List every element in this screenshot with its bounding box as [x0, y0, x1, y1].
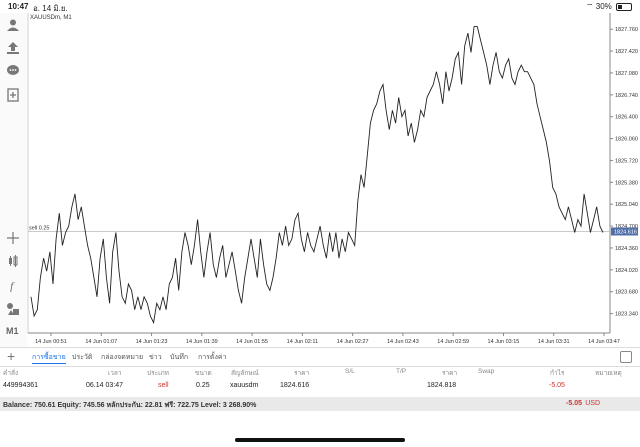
price-tick-label: 1826.740 [615, 93, 638, 99]
time-tick-label: 14 Jun 01:07 [85, 339, 117, 345]
time-tick-label: 14 Jun 02:27 [337, 339, 369, 345]
price-tick-label: 1824.360 [615, 246, 638, 252]
total-profit: -5.05 [566, 400, 582, 407]
battery-percent: 30% [595, 2, 612, 11]
status-bar: 10:47 อ. 14 มิ.ย. ⌔ 30% [0, 0, 640, 13]
row-open-price: 1824.616 [280, 382, 310, 389]
col-sl: S/L [345, 368, 355, 375]
time-axis-ticks: 14 Jun 00:51 14 Jun 01:07 14 Jun 01:23 14 J… [35, 333, 620, 345]
status-date: อ. 14 มิ.ย. [33, 4, 68, 13]
row-time: 06.14 03:47 [86, 382, 123, 389]
upload-share-icon[interactable] [5, 40, 21, 56]
time-tick-label: 14 Jun 01:55 [236, 339, 268, 345]
profile-icon[interactable] [5, 17, 21, 33]
time-tick-label: 14 Jun 02:11 [287, 339, 318, 345]
time-tick-label: 14 Jun 03:31 [538, 339, 570, 345]
current-price-tag: 1824.616 [611, 227, 638, 236]
price-tick-label: 1823.340 [615, 312, 638, 318]
home-indicator [235, 438, 405, 442]
row-profit: -5.05 [549, 382, 565, 389]
row-current-price: 1824.818 [427, 382, 457, 389]
tab-journal[interactable]: บันทึก [170, 354, 189, 361]
price-tick-label: 1823.680 [615, 290, 638, 296]
panel-toggle-icon[interactable] [620, 351, 632, 363]
add-document-icon[interactable] [5, 87, 21, 103]
objects-icon[interactable] [5, 301, 21, 317]
col-current-price: ราคา [442, 370, 458, 377]
time-tick-label: 14 Jun 01:39 [186, 339, 218, 345]
balance-summary: Balance: 750.61 Equity: 745.56 หลักประกั… [3, 402, 257, 409]
col-symbol: สัญลักษณ์ [231, 370, 259, 377]
add-tab-plus-icon[interactable]: + [7, 348, 16, 364]
price-chart[interactable]: 1827.760 1827.420 1827.080 1826.740 1826.400… [27, 13, 640, 347]
col-type: ประเภท [147, 370, 169, 377]
col-tp: T/P [396, 368, 407, 375]
col-time: เวลา [108, 370, 122, 377]
price-tick-label: 1825.040 [615, 202, 638, 208]
price-axis-ticks: 1827.760 1827.420 1827.080 1826.740 1826.400… [610, 27, 638, 318]
price-tag-box [611, 227, 638, 236]
svg-text:f: f [10, 279, 15, 292]
status-right: ⌔ 30% [586, 2, 632, 12]
price-tick-label: 1827.420 [615, 49, 638, 55]
row-order: 449994361 [3, 382, 39, 389]
candles-icon[interactable] [5, 253, 21, 269]
status-time: 10:47 [8, 2, 29, 11]
profit-currency: USD [585, 400, 600, 407]
col-order: คำสั่ง [3, 370, 19, 377]
col-comment: หมายเหตุ [595, 370, 622, 377]
left-toolbar: f M1 [0, 13, 28, 347]
price-tick-label: 1826.400 [615, 115, 638, 121]
price-tick-label: 1827.080 [615, 71, 638, 77]
time-tick-label: 14 Jun 03:47 [588, 339, 620, 345]
row-symbol: xauusdm [230, 382, 259, 389]
tab-history[interactable]: ประวัติ [72, 354, 93, 361]
trade-table-header: คำสั่ง เวลา ประเภท ขนาด สัญลักษณ์ ราคา S… [0, 365, 640, 379]
time-tick-label: 14 Jun 01:23 [136, 339, 168, 345]
chat-icon[interactable] [5, 63, 21, 79]
terminal-tabbar: + การซื้อขาย ประวัติ กล่องจดหมาย ข่าว บั… [0, 347, 640, 367]
tab-trade[interactable]: การซื้อขาย [32, 352, 66, 364]
chart-svg[interactable]: 1827.760 1827.420 1827.080 1826.740 1826.400… [27, 13, 640, 347]
price-line-series [30, 26, 604, 325]
price-tick-label: 1825.720 [615, 158, 638, 164]
function-icon[interactable]: f [5, 277, 21, 293]
balance-bar: Balance: 750.61 Equity: 745.56 หลักประกั… [0, 397, 640, 411]
tab-news[interactable]: ข่าว [149, 354, 162, 361]
battery-icon [616, 2, 632, 11]
timeframe-label[interactable]: M1 [6, 326, 19, 336]
time-tick-label: 14 Jun 03:15 [488, 339, 520, 345]
time-tick-label: 14 Jun 02:59 [437, 339, 469, 345]
price-tick-label: 1824.700 [615, 224, 638, 230]
price-tick-label: 1825.380 [615, 180, 638, 186]
wifi-icon: ⌔ [585, 2, 594, 11]
col-price: ราคา [294, 370, 310, 377]
position-line-label: sell 0.25 [29, 225, 50, 231]
trade-row[interactable]: 449994361 06.14 03:47 sell 0.25 xauusdm … [0, 379, 640, 395]
time-tick-label: 14 Jun 02:43 [387, 339, 419, 345]
col-profit: กำไร [550, 370, 565, 377]
tab-mailbox[interactable]: กล่องจดหมาย [101, 354, 144, 361]
time-tick-label: 14 Jun 00:51 [35, 339, 67, 345]
col-size: ขนาด [195, 370, 212, 377]
price-tick-label: 1826.060 [615, 137, 638, 143]
col-swap: Swap [478, 368, 495, 375]
row-type: sell [158, 382, 169, 389]
tab-settings[interactable]: การตั้งค่า [198, 354, 227, 361]
price-tick-label: 1827.760 [615, 27, 638, 33]
price-tick-label: 1824.020 [615, 268, 638, 274]
row-size: 0.25 [196, 382, 210, 389]
price-tag-text: 1824.616 [614, 229, 637, 235]
chart-symbol-title: XAUUSDm, M1 [30, 15, 72, 21]
crosshair-icon[interactable] [5, 230, 21, 246]
